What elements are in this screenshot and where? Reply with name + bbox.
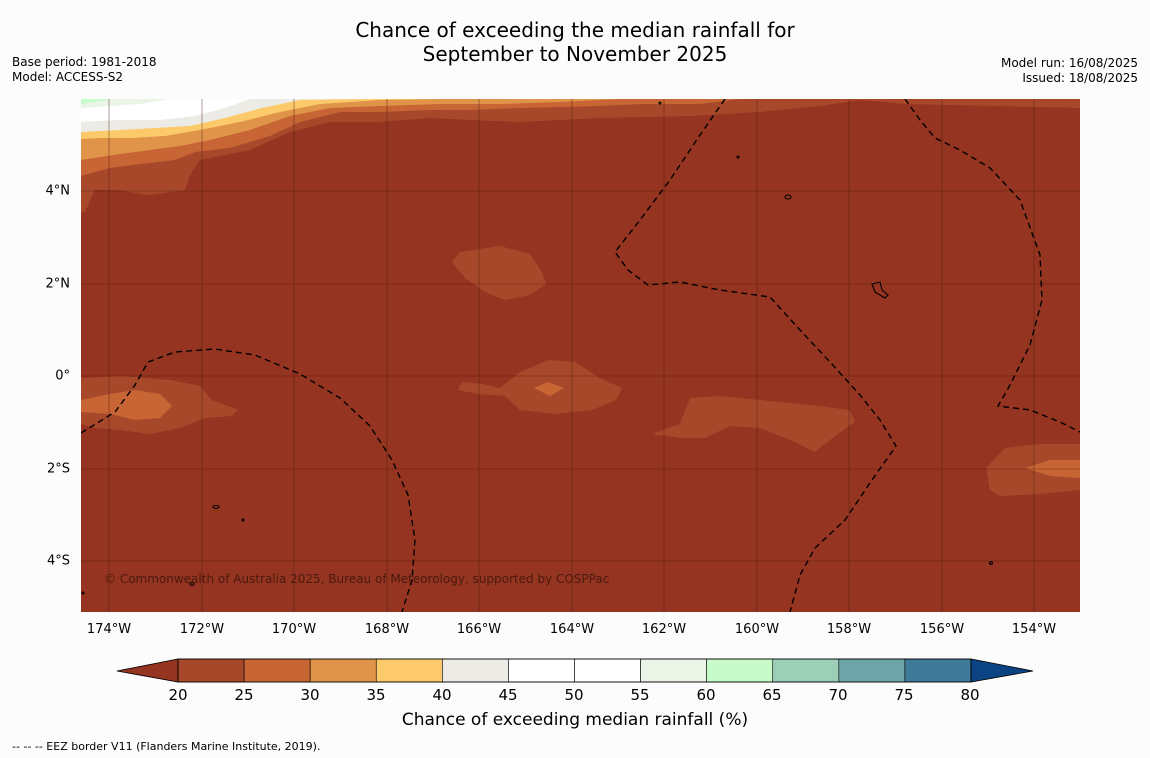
colorbar-bin (442, 658, 509, 683)
island-malden (989, 561, 993, 565)
colorbar-tick: 60 (696, 686, 716, 704)
lon-label-154w: 154°W (1011, 622, 1057, 637)
lon-label-170w: 170°W (271, 622, 317, 637)
lat-label-4s: 4°S (46, 553, 70, 569)
island-d (81, 591, 85, 595)
contour-20-25-patch-north (452, 246, 546, 300)
map-title: Chance of exceeding the median rainfall … (0, 18, 1150, 66)
map-background-below-20 (81, 99, 1080, 612)
island-phoenix-a (212, 504, 220, 510)
colorbar-bin (243, 658, 311, 683)
island-phoenix-b (189, 581, 195, 587)
map-plot-area: © Commonwealth of Australia 2025, Bureau… (81, 99, 1080, 612)
contour-55-60-top (81, 99, 170, 108)
meta-right: Model run: 16/08/2025 Issued: 18/08/2025 (1001, 56, 1138, 86)
colorbar (116, 658, 1034, 683)
lon-label-160w: 160°W (734, 622, 780, 637)
contour-20-25-patch-southeast (652, 396, 855, 452)
colorbar-tick: 45 (498, 686, 518, 704)
lon-label-162w: 162°W (641, 622, 687, 637)
graticule (81, 99, 1080, 612)
colorbar-label: Chance of exceeding median rainfall (%) (401, 710, 749, 730)
colorbar-bin (838, 658, 906, 683)
lat-label-2n: 2°N (45, 276, 71, 292)
model-text: Model: ACCESS-S2 (12, 70, 124, 84)
island-a (736, 155, 740, 159)
lat-label-0: 0° (55, 368, 70, 384)
colorbar-bins (177, 658, 972, 683)
lon-label-172w: 172°W (179, 622, 225, 637)
colorbar-tick: 65 (762, 686, 782, 704)
colorbar-tick: 20 (168, 686, 188, 704)
colorbar-tick: 50 (564, 686, 584, 704)
contour-25-30-patch-center (534, 382, 564, 396)
colorbar-tick: 55 (630, 686, 650, 704)
eez-border-east (904, 99, 1080, 433)
copyright-text: © Commonwealth of Australia 2025, Bureau… (104, 572, 609, 586)
lat-label-4n: 4°N (45, 183, 71, 199)
colorbar-bin (309, 658, 377, 683)
island-jarvis (784, 194, 792, 200)
colorbar-bin (904, 658, 972, 683)
island-kiritimati (871, 281, 889, 299)
colorbar-tick: 30 (300, 686, 320, 704)
colorbar-tick: 70 (828, 686, 848, 704)
lon-label-166w: 166°W (456, 622, 502, 637)
meta-left: Base period: 1981-2018 Model: ACCESS-S2 (12, 55, 157, 85)
islands (81, 101, 993, 595)
eez-border-west (81, 348, 416, 612)
colorbar-low-extend (116, 658, 179, 683)
colorbar-bin (640, 658, 707, 683)
base-period-text: Base period: 1981-2018 (12, 55, 157, 69)
map-title-line2: September to November 2025 (422, 42, 728, 66)
colorbar-tick: 75 (894, 686, 914, 704)
map-title-line1: Chance of exceeding the median rainfall … (355, 18, 795, 42)
model-run-text: Model run: 16/08/2025 (1000, 56, 1138, 70)
colorbar-tick: 35 (366, 686, 386, 704)
colorbar-high-extend (970, 658, 1034, 683)
island-c (241, 518, 245, 522)
colorbar-bin (706, 658, 774, 683)
lon-label-156w: 156°W (919, 622, 965, 637)
colorbar-bin (375, 658, 443, 683)
colorbar-outline (177, 658, 972, 683)
island-b (658, 101, 662, 105)
issued-text: Issued: 18/08/2025 (1022, 71, 1138, 85)
lon-label-164w: 164°W (549, 622, 595, 637)
contour-60-65-top (81, 99, 110, 104)
lon-label-158w: 158°W (826, 622, 872, 637)
colorbar-bin (508, 658, 575, 683)
lon-label-168w: 168°W (364, 622, 410, 637)
colorbar-bin (177, 658, 245, 683)
eez-border-center (614, 99, 897, 612)
eez-footnote: -- -- -- EEZ border V11 (Flanders Marine… (12, 740, 321, 753)
lat-label-2s: 2°S (46, 461, 70, 477)
contour-25-30-patch-west (81, 390, 172, 420)
colorbar-bin (772, 658, 840, 683)
lon-label-174w: 174°W (86, 622, 132, 637)
colorbar-tick: 80 (960, 686, 980, 704)
colorbar-tick: 25 (234, 686, 254, 704)
colorbar-tick: 40 (432, 686, 452, 704)
eez-borders (81, 99, 1080, 612)
colorbar-bin (574, 658, 641, 683)
